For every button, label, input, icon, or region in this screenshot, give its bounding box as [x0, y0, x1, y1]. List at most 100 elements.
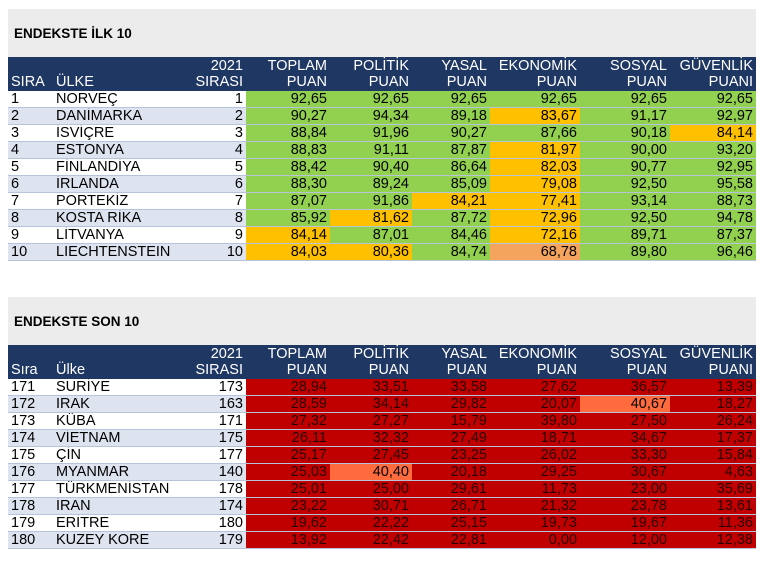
- cell-politik-puan: 91,11: [330, 142, 412, 158]
- table-row: 4 ESTONYA 4 88,83 91,11 87,87 81,97 90,00 93,20: [8, 142, 756, 159]
- cell-sosyal-puan: 23,78: [580, 498, 670, 514]
- cell-politik-puan: 34,14: [330, 396, 412, 412]
- cell-sosyal-puan: 89,80: [580, 244, 670, 260]
- cell-2021-rank: 5: [234, 159, 243, 175]
- cell-politik-puan: 25,00: [330, 481, 412, 497]
- cell-guvenlik-puani: 12,38: [670, 532, 756, 548]
- cell-ekonomik-puan: 82,03: [490, 159, 580, 175]
- cell-yasal-puan: 27,49: [412, 430, 490, 446]
- table-row: 7 PORTEKİZ 7 87,07 91,86 84,21 77,41 93,14 88,73: [8, 193, 756, 210]
- cell-yasal-puan: 23,25: [412, 447, 490, 463]
- cell-2021-rank: 174: [218, 498, 243, 514]
- cell-ekonomik-puan: 20,07: [490, 396, 580, 412]
- header-2021-rank: 2021 SIRASI: [195, 58, 243, 90]
- header-2021-rank: 2021 SIRASI: [195, 346, 243, 378]
- header-politik: POLİTİK PUAN: [353, 346, 409, 378]
- cell-ekonomik-puan: 27,62: [490, 379, 580, 395]
- table-row: 10 LIECHTENSTEIN 10 84,03 80,36 84,74 68,78 89,…: [8, 244, 756, 261]
- cell-sosyal-puan: 92,50: [580, 210, 670, 226]
- cell-ulke: SURİYE: [56, 379, 110, 395]
- cell-sosyal-puan: 91,17: [580, 108, 670, 124]
- cell-2021-rank: 8: [234, 210, 243, 226]
- table-row: 180 KUZEY KORE 179 13,92 22,42 22,81 0,00 12,00…: [8, 532, 756, 549]
- table-row: 177 TÜRKMENİSTAN 178 25,01 25,00 29,61 11,73 23…: [8, 481, 756, 498]
- top10-title: ENDEKSTE İLK 10: [8, 9, 756, 57]
- cell-politik-puan: 91,96: [330, 125, 412, 141]
- cell-politik-puan: 22,42: [330, 532, 412, 548]
- table-row: 171 SURİYE 173 28,94 33,51 33,58 27,62 36,57 13,…: [8, 379, 756, 396]
- cell-guvenlik-puani: 92,65: [670, 91, 756, 107]
- cell-sosyal-puan: 93,14: [580, 193, 670, 209]
- cell-sira: 178: [11, 498, 36, 514]
- cell-ulke: ESTONYA: [56, 142, 124, 158]
- cell-sosyal-puan: 30,67: [580, 464, 670, 480]
- cell-guvenlik-puani: 13,61: [670, 498, 756, 514]
- cell-2021-rank: 179: [218, 532, 243, 548]
- cell-2021-rank: 3: [234, 125, 243, 141]
- cell-politik-puan: 90,40: [330, 159, 412, 175]
- cell-sira: 179: [11, 515, 36, 531]
- cell-toplam-puan: 13,92: [246, 532, 330, 548]
- header-politik: POLİTİK PUAN: [353, 58, 409, 90]
- cell-sosyal-puan: 90,00: [580, 142, 670, 158]
- cell-ekonomik-puan: 18,71: [490, 430, 580, 446]
- cell-ulke: KUZEY KORE: [56, 532, 150, 548]
- top10-header-row: SIRA ÜLKE 2021 SIRASI TOPLAM PUAN POLİTİ…: [8, 57, 756, 91]
- cell-sira: 171: [11, 379, 36, 395]
- table-row: 172 IRAK 163 28,59 34,14 29,82 20,07 40,67 18,27: [8, 396, 756, 413]
- cell-2021-rank: 180: [218, 515, 243, 531]
- cell-guvenlik-puani: 92,95: [670, 159, 756, 175]
- header-ekonomik: EKONOMİK PUAN: [498, 58, 577, 90]
- top10-section: ENDEKSTE İLK 10 SIRA ÜLKE 2021 SIRASI TO…: [8, 9, 756, 261]
- cell-sira: 5: [11, 159, 20, 175]
- cell-ulke: FİNLANDİYA: [56, 159, 141, 175]
- cell-toplam-puan: 28,94: [246, 379, 330, 395]
- cell-sira: 2: [11, 108, 20, 124]
- cell-yasal-puan: 22,81: [412, 532, 490, 548]
- cell-yasal-puan: 87,72: [412, 210, 490, 226]
- table-row: 179 ERİTRE 180 19,62 22,22 25,15 19,73 19,67 11,…: [8, 515, 756, 532]
- cell-sosyal-puan: 33,30: [580, 447, 670, 463]
- cell-yasal-puan: 25,15: [412, 515, 490, 531]
- cell-ulke: KOSTA RİKA: [56, 210, 142, 226]
- cell-toplam-puan: 19,62: [246, 515, 330, 531]
- cell-ekonomik-puan: 92,65: [490, 91, 580, 107]
- cell-ulke: VİETNAM: [56, 430, 121, 446]
- cell-ekonomik-puan: 83,67: [490, 108, 580, 124]
- cell-politik-puan: 40,40: [330, 464, 412, 480]
- cell-ulke: DANİMARKA: [56, 108, 143, 124]
- cell-politik-puan: 27,45: [330, 447, 412, 463]
- cell-yasal-puan: 15,79: [412, 413, 490, 429]
- cell-sosyal-puan: 12,00: [580, 532, 670, 548]
- cell-ulke: KÜBA: [56, 413, 96, 429]
- cell-politik-puan: 22,22: [330, 515, 412, 531]
- cell-yasal-puan: 86,64: [412, 159, 490, 175]
- cell-sosyal-puan: 23,00: [580, 481, 670, 497]
- table-row: 2 DANİMARKA 2 90,27 94,34 89,18 83,67 91,17 92,9…: [8, 108, 756, 125]
- bottom10-title: ENDEKSTE SON 10: [8, 297, 756, 345]
- cell-ekonomik-puan: 21,32: [490, 498, 580, 514]
- cell-toplam-puan: 84,14: [246, 227, 330, 243]
- cell-politik-puan: 80,36: [330, 244, 412, 260]
- cell-sira: 8: [11, 210, 20, 226]
- cell-politik-puan: 89,24: [330, 176, 412, 192]
- header-toplam: TOPLAM PUAN: [267, 58, 327, 90]
- cell-toplam-puan: 28,59: [246, 396, 330, 412]
- cell-sosyal-puan: 90,18: [580, 125, 670, 141]
- cell-sira: 1: [11, 91, 20, 107]
- cell-sosyal-puan: 40,67: [580, 396, 670, 412]
- cell-sira: 9: [11, 227, 20, 243]
- cell-sira: 7: [11, 193, 20, 209]
- table-row: 9 LİTVANYA 9 84,14 87,01 84,46 72,16 89,71 87,37: [8, 227, 756, 244]
- cell-yasal-puan: 33,58: [412, 379, 490, 395]
- cell-guvenlik-puani: 26,24: [670, 413, 756, 429]
- cell-ekonomik-puan: 39,80: [490, 413, 580, 429]
- table-row: 3 İSVİÇRE 3 88,84 91,96 90,27 87,66 90,18 84,14: [8, 125, 756, 142]
- cell-yasal-puan: 29,82: [412, 396, 490, 412]
- cell-politik-puan: 30,71: [330, 498, 412, 514]
- cell-ulke: İRAN: [56, 498, 91, 514]
- cell-sira: 176: [11, 464, 36, 480]
- cell-guvenlik-puani: 13,39: [670, 379, 756, 395]
- table-row: 5 FİNLANDİYA 5 88,42 90,40 86,64 82,03 90,77 92,…: [8, 159, 756, 176]
- bottom10-header-row: Sıra Ülke 2021 SIRASI TOPLAM PUAN POLİTİ…: [8, 345, 756, 379]
